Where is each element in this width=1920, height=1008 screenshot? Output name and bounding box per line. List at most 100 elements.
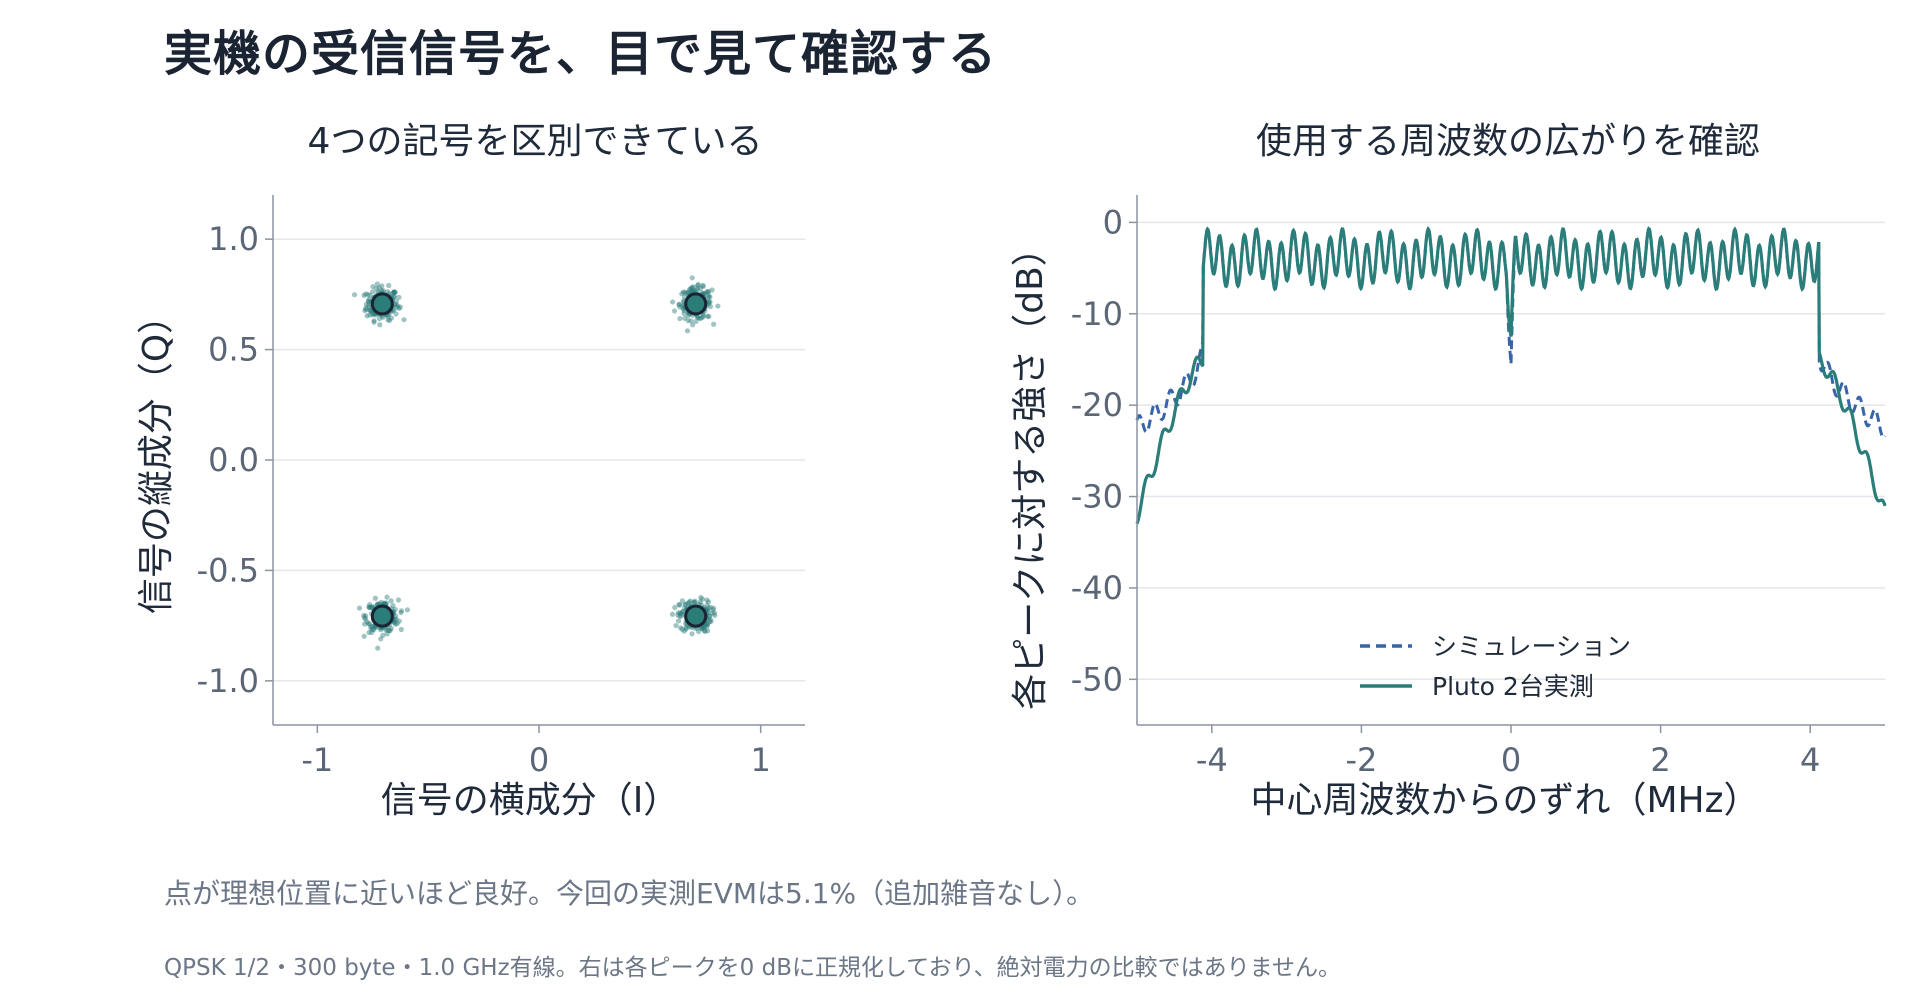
received-point: [705, 290, 711, 296]
spectrum-title: 使用する周波数の広がりを確認: [1256, 121, 1760, 162]
received-point: [371, 627, 377, 633]
received-point: [691, 599, 697, 605]
received-point: [680, 303, 686, 309]
received-point: [711, 610, 718, 616]
received-point: [393, 613, 399, 619]
received-point: [673, 622, 679, 629]
received-point: [370, 283, 376, 290]
received-point: [707, 299, 713, 305]
received-point: [371, 319, 377, 325]
received-point: [368, 604, 375, 610]
received-point: [707, 619, 713, 625]
received-point: [366, 621, 372, 627]
received-point: [391, 293, 397, 299]
received-point: [363, 305, 369, 311]
received-point: [366, 629, 372, 636]
spectrum-xtick-label: 4: [1800, 741, 1820, 779]
received-point: [388, 625, 394, 632]
received-point: [366, 304, 372, 310]
received-point: [692, 598, 698, 604]
received-point: [397, 304, 403, 310]
received-point: [709, 287, 715, 293]
received-point: [706, 613, 713, 620]
received-point: [680, 608, 686, 615]
received-point: [679, 598, 685, 604]
received-point: [370, 289, 376, 295]
ideal-point: [370, 292, 394, 316]
spectrum-ytick-label: -30: [1071, 478, 1123, 516]
received-point: [671, 308, 678, 314]
received-point: [363, 291, 369, 297]
received-point: [393, 621, 399, 627]
received-point: [367, 307, 373, 313]
received-point: [677, 625, 684, 631]
received-point: [385, 317, 391, 323]
received-point: [361, 633, 367, 639]
received-point: [388, 598, 394, 604]
received-point: [693, 318, 699, 324]
received-point: [685, 318, 691, 324]
constellation-ytick-label: 0.0: [208, 441, 259, 479]
received-point: [384, 631, 390, 637]
received-point: [683, 625, 689, 631]
received-point: [680, 306, 686, 312]
received-point: [394, 620, 400, 627]
received-point: [691, 599, 698, 606]
received-point: [367, 307, 373, 313]
received-point: [672, 604, 678, 611]
received-point: [689, 275, 695, 281]
spectrum-ytick-label: -20: [1071, 386, 1123, 424]
received-point: [704, 602, 710, 608]
page-title: 実機の受信信号を、目で見て確認する: [164, 26, 998, 82]
received-point: [702, 291, 708, 297]
received-point: [363, 613, 369, 619]
spectrum-chart: 使用する周波数の広がりを確認 0-10-20-30-40-50-4 -2 0 2 4 中…: [1010, 121, 1887, 821]
received-point: [366, 296, 372, 302]
received-point: [706, 300, 712, 306]
received-point: [712, 612, 718, 618]
received-point: [380, 314, 386, 320]
received-point: [687, 598, 693, 604]
received-point: [393, 311, 399, 317]
received-point: [373, 285, 379, 292]
received-point: [378, 627, 384, 633]
constellation-ytick-label: -0.5: [197, 551, 259, 589]
received-point: [368, 309, 374, 315]
constellation-xtick-label: 1: [750, 741, 770, 779]
received-point: [363, 616, 369, 622]
received-point: [698, 315, 704, 321]
received-point: [677, 304, 683, 310]
received-point: [699, 626, 705, 632]
received-point: [711, 321, 717, 327]
received-point: [394, 304, 400, 310]
received-point: [371, 318, 377, 324]
received-point: [392, 606, 398, 612]
received-point: [686, 599, 692, 605]
received-point: [386, 317, 393, 323]
received-point: [398, 626, 404, 633]
received-point: [391, 289, 397, 295]
constellation-ylabel: 信号の縦成分（Q）: [136, 298, 177, 614]
received-point: [704, 622, 710, 628]
received-point: [372, 595, 379, 601]
received-point: [704, 313, 711, 319]
received-point: [396, 305, 402, 311]
received-point: [396, 618, 402, 624]
constellation-title: 4つの記号を区別できている: [308, 121, 763, 162]
received-point: [699, 596, 706, 602]
spectrum-ylabel: 各ピークに対する強さ（dB）: [1010, 230, 1051, 710]
constellation-chart: 4つの記号を区別できている 1.0 0.5 0.0 -0.5 -1.0 -1 0 1 信号の横…: [136, 121, 805, 821]
received-point: [692, 288, 698, 294]
received-point: [682, 315, 688, 321]
spectrum-ytick-label: -50: [1071, 660, 1123, 698]
received-point: [706, 293, 712, 299]
received-point: [689, 286, 695, 292]
ideal-point: [684, 292, 708, 316]
received-point: [391, 294, 397, 300]
received-point: [701, 624, 707, 631]
received-point: [689, 287, 695, 293]
received-point: [705, 605, 712, 611]
received-point: [683, 626, 689, 632]
received-point: [361, 612, 367, 619]
received-point: [375, 645, 381, 651]
